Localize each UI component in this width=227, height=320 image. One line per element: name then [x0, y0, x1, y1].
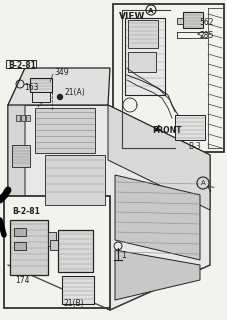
Text: A: A: [148, 7, 154, 13]
Bar: [4, 196, 110, 308]
Bar: [50, 240, 58, 250]
Text: 562: 562: [199, 18, 214, 27]
Bar: [32, 92, 50, 102]
Bar: [128, 20, 158, 48]
Polygon shape: [8, 68, 25, 220]
Text: 21(B): 21(B): [63, 299, 84, 308]
Bar: [21, 115, 25, 121]
Text: 349: 349: [54, 68, 69, 76]
Bar: [26, 115, 30, 121]
Bar: [58, 230, 93, 272]
Text: B-2-81: B-2-81: [8, 60, 36, 69]
Text: 1: 1: [121, 252, 126, 260]
Text: A: A: [201, 180, 205, 186]
Bar: [62, 276, 94, 304]
Bar: [16, 115, 20, 121]
Polygon shape: [8, 105, 210, 310]
Bar: [14, 228, 26, 236]
Bar: [128, 52, 156, 72]
Bar: [12, 145, 30, 167]
Bar: [30, 78, 52, 92]
Text: 163: 163: [24, 83, 39, 92]
Bar: [6, 60, 36, 68]
Polygon shape: [108, 105, 210, 210]
Bar: [177, 18, 183, 24]
Text: 285: 285: [199, 30, 213, 39]
Polygon shape: [115, 250, 200, 300]
Bar: [35, 108, 95, 153]
Text: 21(A): 21(A): [64, 87, 85, 97]
Bar: [48, 232, 56, 246]
Polygon shape: [8, 68, 110, 105]
Circle shape: [57, 94, 62, 100]
Text: B-2-81: B-2-81: [12, 207, 40, 216]
Text: 174: 174: [15, 276, 30, 285]
Polygon shape: [175, 115, 205, 140]
Bar: [10, 220, 48, 275]
Bar: [45, 155, 105, 205]
Polygon shape: [125, 18, 165, 95]
Bar: [183, 12, 203, 28]
Text: B-3: B-3: [188, 142, 201, 151]
Text: FRONT: FRONT: [152, 125, 182, 134]
Bar: [113, 4, 224, 152]
Text: VIEW: VIEW: [119, 12, 145, 21]
Bar: [14, 242, 26, 250]
Polygon shape: [115, 175, 200, 260]
